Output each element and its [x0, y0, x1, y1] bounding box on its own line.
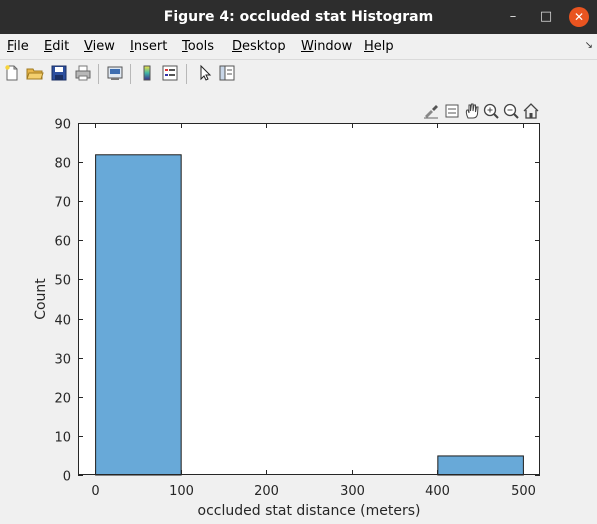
menu-edit-label: dit — [52, 39, 70, 54]
colorbar-icon[interactable] — [138, 64, 156, 82]
zoom-in-icon[interactable] — [482, 102, 500, 120]
figure-canvas-area — [0, 88, 597, 524]
menu-overflow-arrow-icon[interactable]: ↘ — [584, 40, 593, 51]
window-title: Figure 4: occluded stat Histogram — [163, 9, 434, 25]
close-button[interactable]: ✕ — [569, 7, 589, 27]
menu-file[interactable]: File — [7, 39, 29, 54]
menu-desktop[interactable]: Desktop — [232, 39, 286, 54]
window-titlebar: Figure 4: occluded stat Histogram – □ ✕ — [0, 0, 597, 34]
menu-edit-accel: E — [44, 39, 53, 54]
menu-view-accel: V — [84, 39, 93, 54]
menu-window-accel: W — [301, 39, 314, 54]
menu-view[interactable]: View — [84, 39, 115, 54]
menu-file-accel: F — [7, 39, 14, 54]
menu-bar: File Edit View Insert Tools Desktop Wind… — [0, 34, 597, 59]
menu-desktop-label: esktop — [242, 39, 286, 54]
menu-window-label: indow — [313, 39, 353, 54]
open-file-icon[interactable] — [26, 64, 44, 82]
menu-help-label: elp — [373, 39, 394, 54]
property-inspector-icon[interactable] — [218, 64, 236, 82]
menu-insert-accel: I — [130, 39, 134, 54]
toolbar-separator — [98, 64, 99, 84]
brush-icon[interactable] — [422, 102, 440, 120]
print-icon[interactable] — [74, 64, 92, 82]
select-arrow-icon[interactable] — [195, 64, 213, 82]
menu-insert-label: nsert — [133, 39, 168, 54]
menu-view-label: iew — [92, 39, 115, 54]
home-icon[interactable] — [522, 102, 540, 120]
save-icon[interactable] — [50, 64, 68, 82]
menu-desktop-accel: D — [232, 39, 243, 54]
toolbar-separator — [186, 64, 187, 84]
menu-file-label: ile — [13, 39, 29, 54]
figure-toolbar — [0, 59, 597, 89]
data-tips-icon[interactable] — [443, 102, 461, 120]
menu-window[interactable]: Window — [301, 39, 352, 54]
link-plot-icon[interactable] — [106, 64, 124, 82]
menu-help[interactable]: Help — [364, 39, 394, 54]
menu-insert[interactable]: Insert — [130, 39, 167, 54]
minimize-button[interactable]: – — [509, 9, 517, 24]
menu-tools-label: ools — [187, 39, 215, 54]
zoom-out-icon[interactable] — [502, 102, 520, 120]
maximize-button[interactable]: □ — [539, 9, 553, 24]
menu-edit[interactable]: Edit — [44, 39, 69, 54]
legend-icon[interactable] — [161, 64, 179, 82]
toolbar-separator — [130, 64, 131, 84]
menu-tools[interactable]: Tools — [182, 39, 214, 54]
new-figure-icon[interactable] — [3, 64, 21, 82]
menu-tools-accel: T — [182, 39, 188, 54]
pan-hand-icon[interactable] — [463, 102, 481, 120]
menu-help-accel: H — [364, 39, 374, 54]
